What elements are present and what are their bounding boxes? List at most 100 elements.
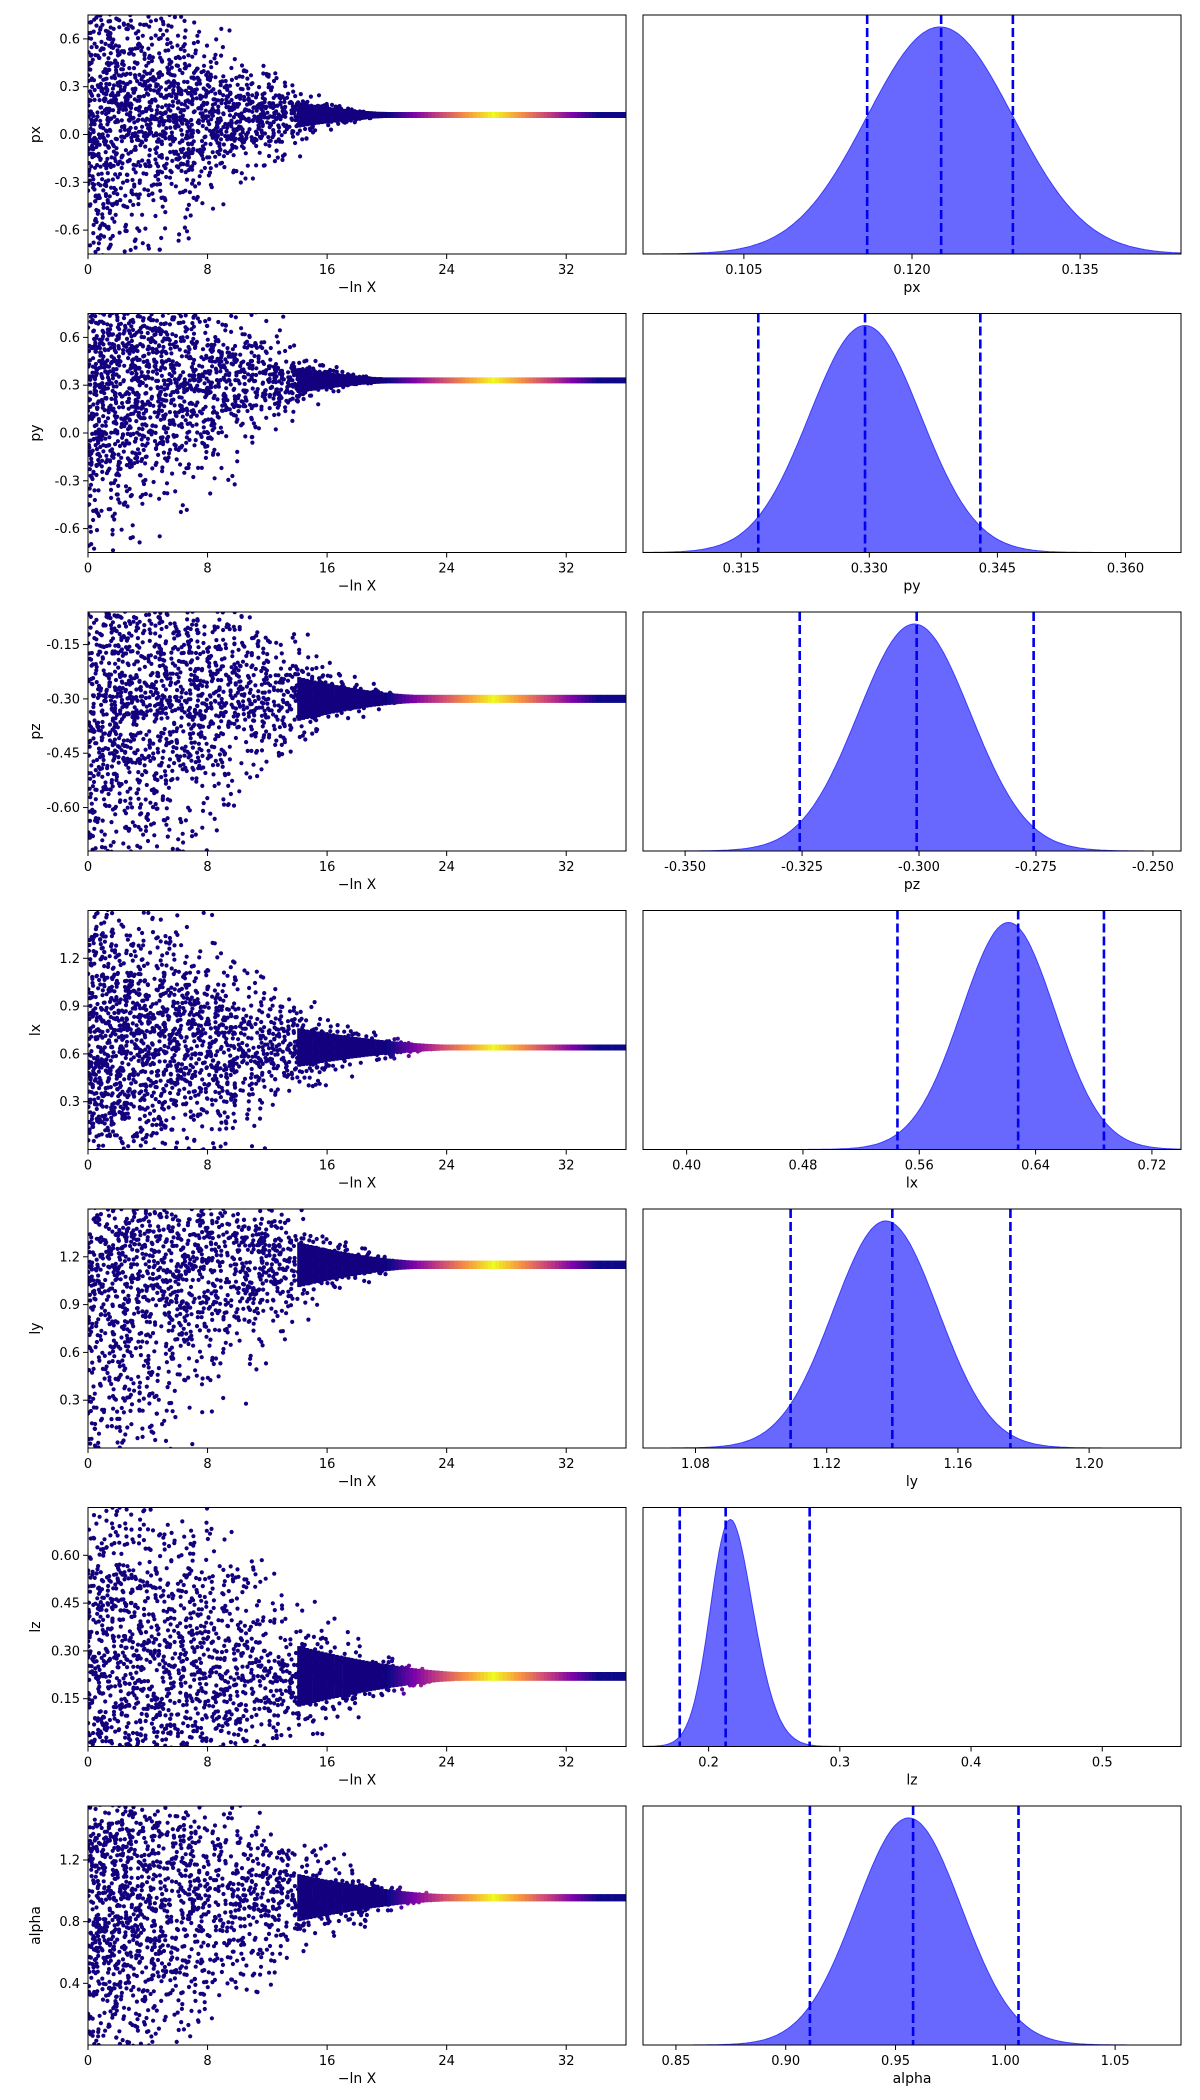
sample-point (201, 640, 206, 646)
sample-point (102, 672, 107, 677)
sample-point (262, 396, 267, 401)
sample-point (263, 371, 268, 376)
band-segment (573, 112, 578, 118)
sample-point (167, 268, 171, 272)
sample-point (224, 129, 229, 134)
sample-point (215, 602, 219, 606)
sample-point (88, 151, 91, 157)
sample-point (218, 91, 223, 96)
sample-point (99, 294, 103, 298)
y-tick-label: -0.3 (55, 176, 80, 191)
sample-point (241, 402, 247, 407)
sample-point (271, 78, 277, 84)
sample-point (117, 500, 122, 505)
sample-point (89, 0, 93, 3)
sample-point (133, 409, 138, 414)
sample-point (88, 344, 92, 349)
sample-point (179, 651, 184, 656)
x-tick-label: 24 (438, 263, 455, 278)
sample-point (98, 122, 103, 127)
trace-samples-py (88, 204, 626, 553)
sample-point (88, 408, 91, 413)
sample-point (192, 20, 197, 25)
sample-point (125, 36, 130, 41)
band-segment (607, 377, 612, 384)
sample-point (175, 592, 179, 596)
band-segment (338, 108, 343, 122)
sample-point (183, 418, 188, 423)
sample-point (110, 548, 116, 553)
sample-point (90, 174, 95, 179)
sample-point (92, 300, 96, 304)
sample-point (121, 316, 127, 321)
sample-point (157, 738, 162, 743)
sample-point (235, 449, 240, 454)
band-segment (315, 105, 320, 125)
band-segment (297, 367, 302, 393)
sample-point (175, 43, 180, 48)
sample-point (224, 379, 229, 384)
sample-point (133, 231, 137, 235)
sample-point (271, 364, 276, 369)
sample-point (166, 313, 171, 315)
sample-point (172, 345, 177, 350)
sample-point (97, 313, 102, 315)
band-segment (457, 377, 462, 384)
sample-point (184, 136, 189, 141)
band-segment (442, 377, 447, 384)
sample-point (175, 390, 180, 395)
sample-point (91, 356, 96, 361)
sample-point (168, 150, 173, 155)
sample-point (283, 348, 288, 354)
sample-point (101, 284, 105, 288)
sample-point (147, 71, 153, 76)
sample-point (103, 780, 108, 785)
sample-point (111, 480, 116, 486)
sample-point (98, 15, 103, 18)
sample-point (182, 42, 187, 47)
sample-point (97, 272, 101, 276)
sample-point (239, 63, 245, 68)
sample-point (249, 313, 254, 317)
sample-point (272, 373, 277, 378)
sample-point (101, 342, 106, 347)
sample-point (245, 408, 250, 414)
sample-point (223, 78, 228, 84)
sample-point (131, 224, 135, 228)
sample-point (153, 289, 157, 293)
sample-point (168, 142, 173, 147)
sample-point (148, 87, 153, 92)
sample-point (109, 185, 114, 190)
sample-point (115, 119, 120, 124)
sample-point (219, 26, 224, 31)
sample-point (94, 270, 98, 274)
sample-point (164, 10, 168, 14)
sample-point (102, 293, 106, 297)
sample-point (143, 747, 148, 752)
sample-point (135, 650, 140, 655)
sample-point (174, 164, 179, 169)
sample-point (106, 56, 111, 61)
sample-point (121, 296, 125, 300)
sample-point (233, 315, 238, 320)
sample-point (154, 131, 159, 136)
sample-point (124, 0, 128, 1)
sample-point (170, 99, 175, 104)
sample-point (94, 204, 98, 208)
sample-point (150, 191, 155, 196)
sample-point (209, 417, 214, 422)
sample-point (126, 356, 131, 361)
sample-point (279, 381, 284, 386)
sample-point (232, 358, 237, 363)
sample-point (168, 40, 173, 45)
sample-point (185, 381, 190, 386)
sample-point (166, 68, 171, 73)
sample-point (97, 461, 102, 466)
sample-point (107, 435, 112, 440)
band-segment (540, 377, 545, 384)
band-segment (461, 112, 466, 118)
sample-point (200, 347, 206, 352)
sample-point (183, 258, 187, 262)
trace-panel-py: 0 8 16 24 320.60.30.0-0.3-0.6−ln Xpy (28, 204, 627, 595)
